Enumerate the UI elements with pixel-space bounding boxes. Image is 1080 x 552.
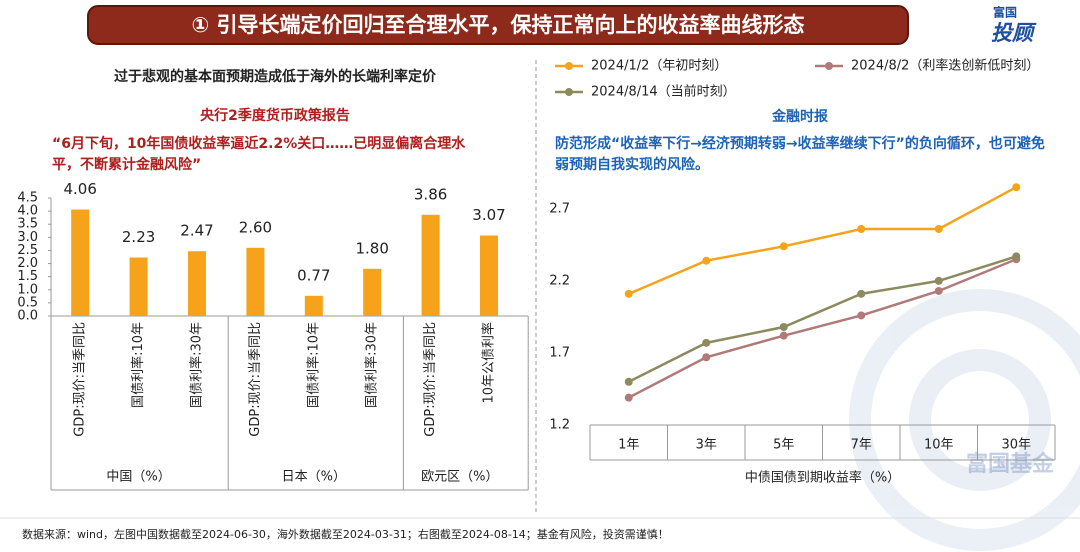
bar <box>363 268 382 316</box>
point <box>702 256 711 265</box>
point <box>779 331 788 340</box>
bar <box>480 235 498 316</box>
point <box>779 242 788 251</box>
point <box>934 286 943 295</box>
x-tick-label: GDP:现价:当季同比 <box>423 322 438 437</box>
legend-marker <box>565 62 573 70</box>
value-label: 4.06 <box>63 180 96 198</box>
x-tick-label: GDP:现价:当季同比 <box>73 322 88 437</box>
legend-marker <box>565 88 573 96</box>
x-tick-label: 国债利率:10年 <box>305 322 321 408</box>
value-label: 2.23 <box>122 228 155 246</box>
bar <box>188 251 206 316</box>
y-tick-label: 2.2 <box>549 273 570 288</box>
value-label: 2.47 <box>180 222 213 240</box>
y-tick-label: 4.0 <box>17 204 38 219</box>
point <box>857 225 866 233</box>
group-label: 中国（%） <box>106 470 170 485</box>
y-tick-label: 2.7 <box>549 201 570 216</box>
legend-marker <box>825 62 833 70</box>
point <box>624 289 633 298</box>
legend-label: 2024/1/2（年初时刻） <box>591 59 727 74</box>
left-title: 过于悲观的基本面预期造成低于海外的长端利率定价 <box>114 69 436 85</box>
bar <box>71 209 90 316</box>
x-tick-label: 国债利率:10年 <box>130 322 146 408</box>
footer: 数据来源：wind，左图中国数据截至2024-06-30，海外数据截至2024-… <box>22 527 669 541</box>
y-tick-label: 3.5 <box>17 217 38 232</box>
bar-chart: 0.00.51.01.52.02.53.03.54.04.5 中国（%） 4.06 G… <box>17 180 529 491</box>
point <box>702 353 711 362</box>
point <box>702 338 711 347</box>
legend-label: 2024/8/14（当前时刻） <box>591 84 736 100</box>
point <box>1012 183 1021 192</box>
title-banner <box>87 5 909 45</box>
bar <box>304 295 323 316</box>
x-axis-title: 中债国债到期收益率（%） <box>745 470 900 486</box>
y-tick-label: 4.5 <box>17 191 38 206</box>
x-tick-label: 国债利率:30年 <box>189 322 205 408</box>
point <box>934 276 943 285</box>
y-tick-label: 0.0 <box>17 309 38 324</box>
x-tick-label: 10年公债利率 <box>481 322 497 404</box>
y-tick-label: 1.7 <box>549 345 570 360</box>
series-line <box>628 258 1017 399</box>
x-tick-label: 30年 <box>1001 438 1031 453</box>
bar <box>246 247 265 316</box>
value-label: 1.80 <box>355 239 388 257</box>
y-tick-label: 2.5 <box>17 243 38 258</box>
x-tick-label: 国债利率:30年 <box>364 322 380 408</box>
x-tick-label: 3年 <box>696 438 717 453</box>
series-line <box>628 255 1017 383</box>
point <box>857 289 866 298</box>
x-tick-label: 10年 <box>924 438 954 453</box>
left-subtitle: 央行2季度货币政策报告 <box>200 108 350 124</box>
bar <box>421 214 440 316</box>
point <box>1012 252 1021 261</box>
right-annotation: 防范形成“收益率下行→经济预期转弱→收益率继续下行”的负向循环，也可避免弱预期自… <box>555 136 1045 173</box>
x-tick-label: GDP:现价:当季同比 <box>248 322 263 437</box>
y-tick-label: 2.0 <box>17 256 38 271</box>
left-annotation: “6月下旬，10年国债收益率逼近2.2%关口……已明显偏离合理水平，不断累计金融… <box>52 136 466 173</box>
value-label: 2.60 <box>239 218 272 236</box>
x-tick-label: 1年 <box>618 438 639 453</box>
page-title: ① 引导长端定价回归至合理水平，保持正常向上的收益率曲线形态 <box>191 13 804 37</box>
logo-bottom: 投顾 <box>991 21 1037 45</box>
watermark: 富国基金 <box>966 451 1055 477</box>
value-label: 0.77 <box>297 266 330 284</box>
y-tick-label: 0.5 <box>17 295 38 310</box>
y-tick-label: 1.5 <box>17 269 38 284</box>
right-subtitle: 金融时报 <box>772 109 828 125</box>
point <box>934 225 943 233</box>
point <box>857 311 866 320</box>
bar <box>129 257 148 316</box>
point <box>624 377 633 386</box>
point <box>624 393 633 402</box>
series-line <box>628 186 1017 296</box>
watermark-logo <box>849 289 1080 551</box>
y-tick-label: 1.2 <box>549 418 570 433</box>
point <box>779 323 788 331</box>
x-tick-label: 5年 <box>773 438 794 453</box>
y-tick-label: 1.0 <box>17 282 38 297</box>
group-label: 欧元区（%） <box>421 470 498 485</box>
value-label: 3.86 <box>414 185 447 203</box>
x-tick-label: 7年 <box>851 438 872 453</box>
legend-label: 2024/8/2（利率迭创新低时刻） <box>851 58 1039 74</box>
logo-top: 富国 <box>993 5 1017 20</box>
value-label: 3.07 <box>472 206 505 224</box>
group-label: 日本（%） <box>282 470 346 485</box>
y-tick-label: 3.0 <box>17 230 38 245</box>
